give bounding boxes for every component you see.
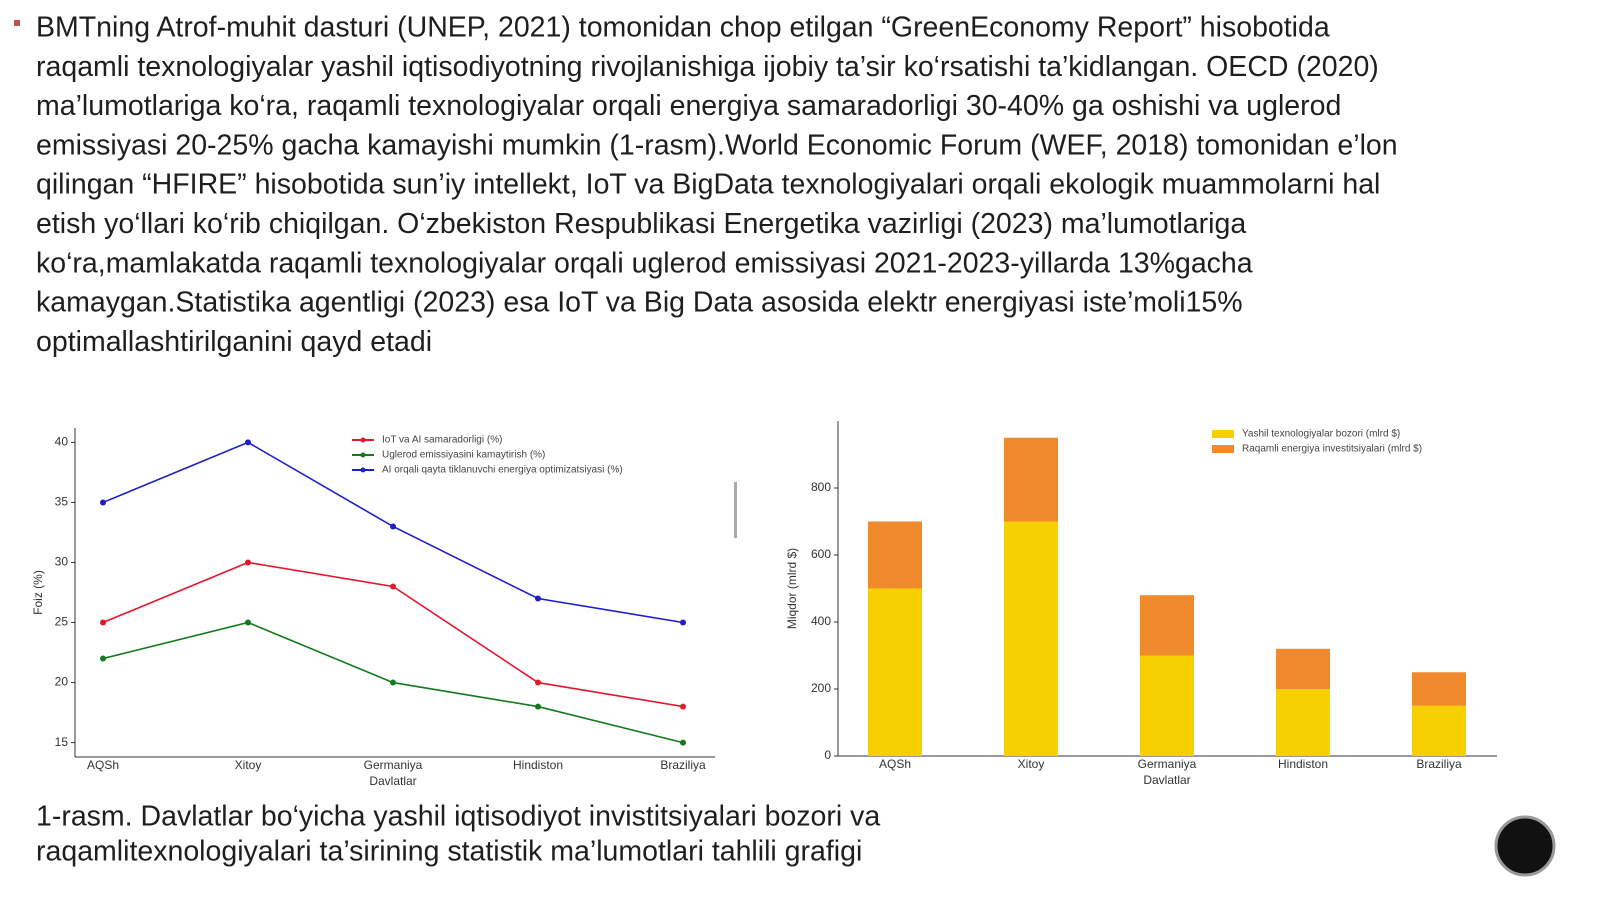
x-tick-label: Braziliya bbox=[1416, 757, 1462, 771]
paragraph-line: kamaygan.Statistika agentligi (2023) esa… bbox=[36, 287, 1243, 319]
nav-button[interactable] bbox=[1494, 815, 1556, 877]
y-axis-label: Foiz (%) bbox=[31, 570, 45, 615]
legend-marker bbox=[360, 467, 366, 473]
scroll-indicator bbox=[734, 482, 737, 538]
y-tick-label: 30 bbox=[55, 555, 69, 569]
paragraph-line: etish yo‘llari ko‘rib chiqilgan. O‘zbeki… bbox=[36, 208, 1246, 240]
y-tick-label: 25 bbox=[55, 615, 69, 629]
y-tick-label: 20 bbox=[55, 675, 69, 689]
x-tick-label: Germaniya bbox=[1138, 757, 1197, 771]
x-tick-label: Hindiston bbox=[1278, 757, 1328, 771]
point bbox=[390, 583, 396, 590]
paragraph-line: BMTning Atrof-muhit dasturi (UNEP, 2021)… bbox=[36, 12, 1330, 44]
bar-segment bbox=[1004, 521, 1058, 756]
y-tick-label: 40 bbox=[55, 435, 69, 449]
point bbox=[100, 655, 106, 662]
bar-segment bbox=[868, 521, 922, 589]
legend-label: Yashil texnologiyalar bozori (mlrd $) bbox=[1242, 429, 1400, 440]
point bbox=[535, 679, 541, 686]
x-tick-label: Braziliya bbox=[660, 758, 706, 772]
point bbox=[245, 559, 251, 566]
legend-label: AI orqali qayta tiklanuvchi energiya opt… bbox=[382, 465, 623, 476]
bar-segment bbox=[1412, 705, 1466, 756]
bar-segment bbox=[1412, 672, 1466, 706]
paragraph-line: optimallashtirilganini qayd etadi bbox=[36, 326, 432, 358]
x-tick-label: Hindiston bbox=[513, 758, 563, 772]
y-tick-label: 0 bbox=[824, 748, 831, 762]
point bbox=[535, 703, 541, 710]
bar-segment bbox=[868, 588, 922, 756]
point bbox=[100, 619, 106, 626]
x-tick-label: Germaniya bbox=[364, 758, 423, 772]
y-tick-label: 600 bbox=[811, 547, 831, 561]
paragraph-line: qilingan “HFIRE” hisobotida sun’iy intel… bbox=[36, 169, 1380, 201]
legend-marker bbox=[360, 437, 366, 443]
y-tick-label: 35 bbox=[55, 495, 69, 509]
point bbox=[390, 523, 396, 530]
x-axis-label: Davlatlar bbox=[369, 774, 416, 788]
caption-line: 1-rasm. Davlatlar bo‘yicha yashil iqtiso… bbox=[36, 801, 880, 833]
point bbox=[245, 619, 251, 626]
point bbox=[535, 595, 541, 602]
x-axis-label: Davlatlar bbox=[1143, 773, 1190, 787]
x-tick-label: Xitoy bbox=[1018, 757, 1045, 771]
legend-swatch bbox=[1212, 445, 1234, 453]
bar-segment bbox=[1004, 437, 1058, 522]
paragraph-line: raqamli texnologiyalar yashil iqtisodiyo… bbox=[36, 51, 1379, 83]
y-tick-label: 200 bbox=[811, 681, 831, 695]
point bbox=[680, 739, 686, 746]
point bbox=[100, 499, 106, 506]
legend-label: IoT va AI samaradorligi (%) bbox=[382, 435, 502, 446]
bar-segment bbox=[1140, 595, 1194, 656]
point bbox=[245, 439, 251, 446]
caption-line: raqamlitexnologiyalari ta’sirining stati… bbox=[36, 836, 862, 868]
legend-label: Uglerod emissiyasini kamaytirish (%) bbox=[382, 450, 545, 461]
x-tick-label: AQSh bbox=[879, 757, 911, 771]
paragraph-line: ko‘ra,mamlakatda raqamli texnologiyalar … bbox=[36, 247, 1253, 279]
y-tick-label: 400 bbox=[811, 614, 831, 628]
bullet bbox=[14, 20, 20, 26]
legend-marker bbox=[360, 452, 366, 458]
point bbox=[680, 703, 686, 710]
legend-swatch bbox=[1212, 430, 1234, 438]
paragraph-line: ma’lumotlariga ko‘ra, raqamli texnologiy… bbox=[36, 90, 1341, 122]
bar-segment bbox=[1276, 689, 1330, 756]
legend-label: Raqamli energiya investitsiyalari (mlrd … bbox=[1242, 444, 1422, 455]
y-axis-label: Miqdor (mlrd $) bbox=[785, 548, 799, 629]
point bbox=[390, 679, 396, 686]
x-tick-label: AQSh bbox=[87, 758, 119, 772]
x-tick-label: Xitoy bbox=[235, 758, 262, 772]
y-tick-label: 15 bbox=[55, 735, 69, 749]
y-tick-label: 800 bbox=[811, 480, 831, 494]
point bbox=[680, 619, 686, 626]
bar-segment bbox=[1276, 648, 1330, 689]
paragraph-line: emissiyasi 20-25% gacha kamayishi mumkin… bbox=[36, 129, 1398, 161]
bar-segment bbox=[1140, 655, 1194, 756]
